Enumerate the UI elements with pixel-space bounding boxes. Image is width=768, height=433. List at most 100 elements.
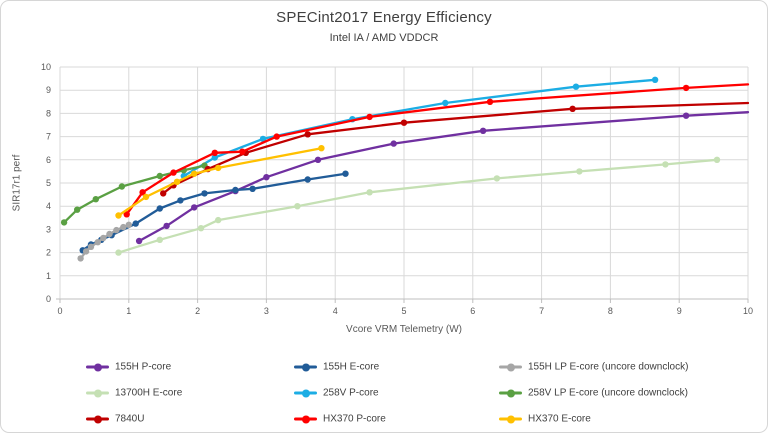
series-hx370-p-core-point: [366, 113, 373, 121]
y-tick-label: 7: [46, 132, 51, 142]
series-hx370-p-core-point: [682, 84, 690, 92]
x-tick-label: 5: [401, 306, 406, 316]
series-155h-lp-e-core-uncore-downclock-point: [82, 248, 90, 255]
series-258v-lp-e-core-uncore-downclock-point: [92, 196, 100, 203]
legend-marker-icon: [499, 415, 522, 423]
legend-marker-icon: [294, 415, 317, 423]
y-tick-label: 0: [46, 294, 51, 304]
series-hx370-e-core-point: [191, 170, 198, 177]
legend-dot-icon: [93, 389, 102, 397]
y-tick-label: 1: [46, 271, 51, 281]
x-tick-label: 6: [470, 306, 475, 316]
legend-item-155h-p-core: 155H P-core: [86, 362, 171, 373]
legend-label: 155H E-core: [323, 361, 380, 373]
series-155h-lp-e-core-uncore-downclock-point: [77, 255, 84, 262]
legend-item-258v-lp-e-core-uncore-downclock: 258V LP E-core (uncore downclock): [499, 388, 688, 399]
legend-dot-icon: [506, 389, 515, 397]
x-tick-label: 3: [264, 306, 269, 316]
series-155h-e-core-point: [132, 220, 139, 227]
x-axis-title: Vcore VRM Telemetry (W): [346, 324, 462, 335]
legend-dot-icon: [506, 415, 515, 423]
legend-item-258v-p-core: 258V P-core: [294, 388, 379, 399]
legend-marker-icon: [294, 363, 317, 371]
series-7840u-point: [160, 190, 167, 197]
series-hx370-p-core-point: [239, 148, 246, 155]
series-155h-p-core-point: [263, 174, 270, 181]
series-155h-lp-e-core-uncore-downclock-point: [87, 243, 95, 250]
series-7840u-point: [304, 131, 311, 138]
series-155h-e-core-point: [156, 205, 163, 212]
legend-marker-icon: [499, 363, 522, 371]
series-13700h-e-core-point: [215, 216, 222, 224]
series-13700h-e-core-point: [156, 236, 163, 243]
series-155h-p-core-point: [163, 222, 170, 230]
chart-subtitle: Intel IA / AMD VDDCR: [329, 32, 439, 44]
legend-marker-icon: [294, 389, 317, 397]
series-258v-lp-e-core-uncore-downclock-point: [74, 206, 81, 213]
series-hx370-p-core-point: [273, 133, 280, 140]
series-155h-lp-e-core-uncore-downclock-point: [125, 221, 132, 228]
series-258v-p-core-point: [259, 135, 267, 143]
series-13700h-e-core-point: [662, 161, 669, 168]
series-155h-lp-e-core-uncore-downclock-point: [113, 226, 120, 234]
series-7840u-point: [569, 105, 576, 113]
legend-label: 258V P-core: [323, 387, 379, 399]
series-155h-e-core-point: [304, 176, 311, 183]
series-hx370-e-core-point: [115, 212, 122, 219]
legend-item-13700h-e-core: 13700H E-core: [86, 388, 182, 399]
series-155h-e-core-point: [201, 190, 208, 197]
series-hx370-p-core-point: [170, 169, 177, 176]
series-hx370-e-core-point: [142, 193, 150, 201]
series-258v-lp-e-core-uncore-downclock-point: [118, 183, 126, 190]
series-13700h-e-core-point: [713, 156, 721, 163]
series-155h-lp-e-core-uncore-downclock-point: [100, 234, 107, 242]
x-tick-label: 8: [608, 306, 613, 316]
series-13700h-e-core-point: [493, 175, 501, 182]
series-155h-p-core-point: [682, 112, 690, 119]
legend-item-7840u: 7840U: [86, 414, 144, 425]
series-155h-e-core-point: [342, 170, 349, 177]
legend-marker-icon: [86, 415, 109, 423]
legend-item-hx370-p-core: HX370 P-core: [294, 414, 386, 425]
series-hx370-p-core-point: [139, 189, 146, 196]
y-tick-label: 10: [41, 62, 51, 72]
series-258v-p-core-point: [572, 83, 580, 90]
legend-dot-icon: [301, 389, 310, 397]
legend-marker-icon: [86, 389, 109, 397]
legend-item-hx370-e-core: HX370 E-core: [499, 414, 591, 425]
chart-title: SPECint2017 Energy Efficiency: [276, 9, 492, 26]
series-hx370-p-core-point: [486, 98, 494, 106]
legend-label: HX370 E-core: [528, 413, 591, 425]
x-tick-label: 4: [333, 306, 338, 316]
series-155h-lp-e-core-uncore-downclock-point: [106, 230, 113, 238]
legend-label: 13700H E-core: [115, 387, 183, 399]
legend-label: 155H P-core: [115, 361, 172, 373]
series-155h-e-core-point: [232, 186, 239, 194]
legend-marker-icon: [499, 389, 522, 397]
series-13700h-e-core-point: [366, 189, 373, 196]
legend-label: 258V LP E-core (uncore downclock): [528, 387, 688, 399]
x-tick-label: 7: [539, 306, 544, 316]
series-hx370-e-core-point: [318, 145, 325, 152]
legend-dot-icon: [506, 363, 515, 371]
series-13700h-e-core-point: [197, 225, 205, 232]
series-hx370-p-core-point: [123, 211, 130, 218]
legend-label: 7840U: [115, 413, 145, 425]
y-tick-label: 5: [46, 178, 51, 188]
legend-label: HX370 P-core: [323, 413, 386, 425]
series-155h-p-core-point: [191, 204, 198, 211]
legend-label: 155H LP E-core (uncore downclock): [528, 361, 689, 373]
x-tick-label: 9: [677, 306, 682, 316]
series-155h-p-core-point: [135, 237, 143, 245]
legend-dot-icon: [93, 415, 102, 423]
series-13700h-e-core-line: [117, 158, 719, 254]
series-155h-e-core-point: [249, 185, 256, 192]
series-13700h-e-core-point: [115, 249, 122, 256]
series-hx370-p-core-point: [211, 149, 218, 156]
series-hx370-p-core-line: [125, 83, 750, 216]
series-155h-lp-e-core-uncore-downclock-point: [120, 223, 127, 231]
series-155h-e-core-point: [177, 197, 184, 204]
series-258v-lp-e-core-uncore-downclock-point: [60, 219, 68, 226]
